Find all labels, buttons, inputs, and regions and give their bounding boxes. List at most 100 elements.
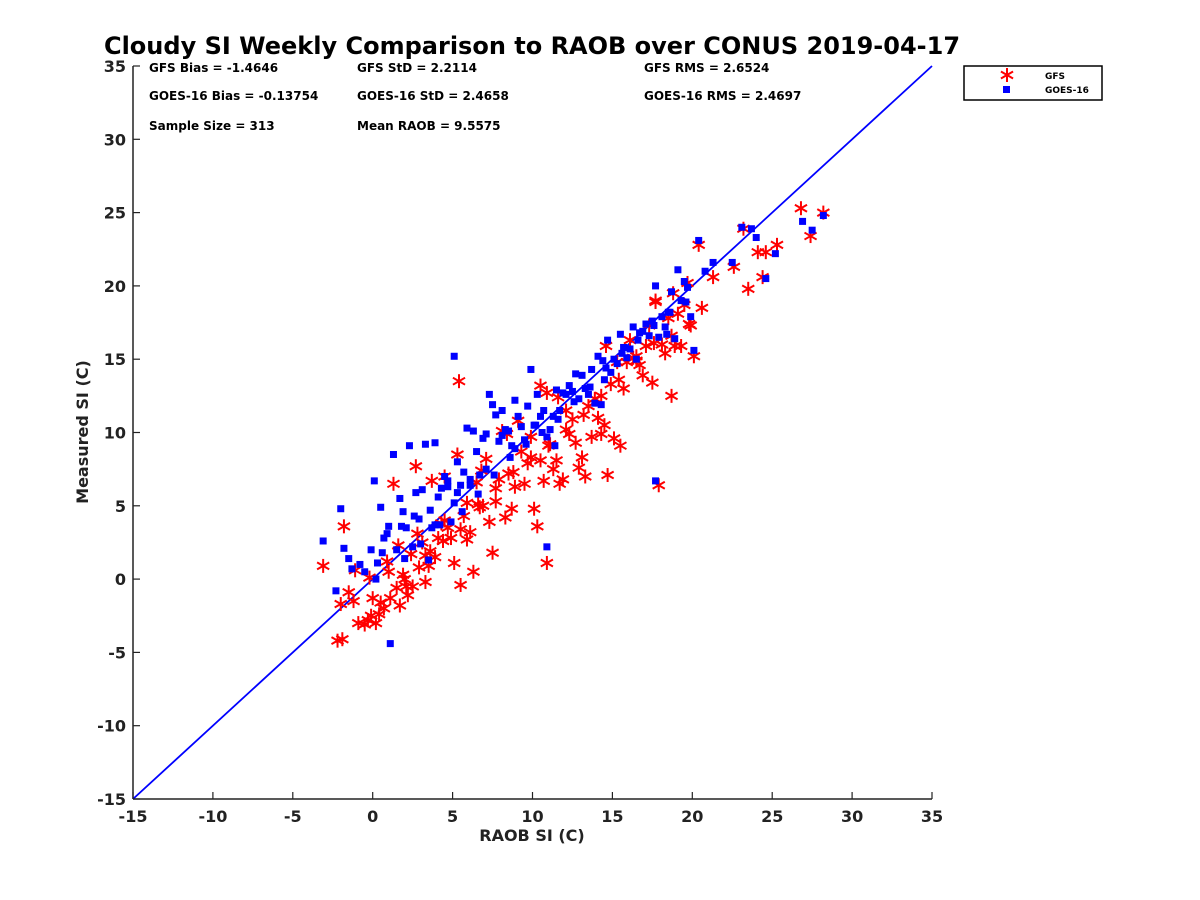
y-tick-label: 15	[104, 350, 126, 369]
goes16-point	[586, 383, 594, 391]
goes16-point	[607, 368, 615, 376]
goes16-point	[522, 440, 530, 448]
goes16-point	[396, 494, 404, 502]
goes16-point	[752, 234, 760, 242]
goes16-point	[393, 546, 401, 554]
goes16-point	[426, 506, 434, 514]
legend-gfs-marker	[1000, 68, 1014, 82]
gfs-point	[399, 579, 413, 594]
goes16-point	[695, 236, 703, 244]
goes16-point	[680, 278, 688, 286]
gfs-point	[559, 422, 573, 437]
goes16-point	[728, 258, 736, 266]
goes16-point	[613, 360, 621, 368]
goes16-point	[453, 458, 461, 466]
goes16-point	[434, 493, 442, 501]
goes16-point	[415, 515, 423, 523]
y-tick-label: -15	[97, 790, 126, 809]
gfs-point	[452, 374, 466, 389]
gfs-point	[647, 336, 661, 351]
goes16-point	[466, 475, 474, 483]
goes16-point	[663, 330, 671, 338]
gfs-point	[505, 501, 519, 516]
gfs-point	[506, 465, 520, 480]
goes16-point	[450, 499, 458, 507]
goes16-point	[378, 549, 386, 557]
goes16-point	[373, 559, 381, 567]
goes16-point	[747, 225, 755, 233]
goes16-point	[655, 333, 663, 341]
gfs-point	[549, 453, 564, 468]
gfs-point	[578, 469, 592, 484]
goes16-point	[485, 390, 493, 398]
goes16-point	[444, 477, 452, 485]
goes16-point	[532, 421, 540, 429]
goes16-point	[410, 512, 418, 520]
goes16-point	[658, 313, 666, 321]
goes16-point	[380, 534, 388, 542]
gfs-point	[425, 473, 439, 488]
legend: GFS GOES-16	[963, 65, 1103, 101]
goes16-point	[610, 355, 618, 363]
goes16-point	[332, 587, 340, 595]
goes16-point	[436, 521, 444, 529]
goes16-point	[600, 376, 608, 384]
gfs-point	[463, 525, 477, 540]
x-ticks: -15 -10 -5 0 5 10 15 20 25 30 35	[119, 792, 943, 826]
goes16-point	[425, 556, 433, 564]
x-tick-label: -15	[119, 807, 148, 826]
goes16-point	[738, 223, 746, 231]
goes16-point	[684, 283, 692, 291]
goes16-point	[666, 308, 674, 316]
gfs-point	[577, 407, 591, 422]
x-tick-label: 10	[521, 807, 543, 826]
goes16-point	[421, 440, 429, 448]
gfs-rms-stat: GFS RMS = 2.6524	[644, 61, 769, 75]
legend-box	[963, 65, 1103, 101]
x-tick-label: 0	[367, 807, 378, 826]
gfs-point	[664, 388, 679, 403]
x-tick-label: 30	[841, 807, 863, 826]
goes16-point	[463, 424, 471, 432]
goes-std-stat: GOES-16 StD = 2.4658	[357, 89, 509, 103]
goes16-point	[348, 565, 356, 573]
goes16-point	[554, 415, 562, 423]
goes16-point	[626, 345, 634, 353]
goes16-point	[562, 390, 570, 398]
one-to-one-reference-line	[132, 65, 933, 800]
y-tick-label: 25	[104, 204, 126, 223]
gfs-point	[648, 293, 663, 308]
goes16-point	[599, 357, 607, 365]
goes16-point	[482, 430, 490, 438]
goes16-point	[437, 484, 445, 492]
x-tick-label: 5	[447, 807, 458, 826]
goes16-point	[634, 336, 642, 344]
goes16-point	[572, 370, 580, 378]
y-ticks: -15 -10 -5 0 5 10 15 20 25 30 35	[97, 57, 140, 809]
goes16-point	[412, 489, 420, 497]
gfs-point	[565, 412, 580, 427]
gfs-point	[498, 510, 512, 525]
goes16-point	[402, 524, 410, 532]
goes16-point	[377, 503, 385, 511]
gfs-point	[447, 555, 461, 570]
goes16-point	[511, 396, 519, 404]
goes16-point	[650, 321, 658, 329]
gfs-point	[418, 575, 432, 590]
gfs-point	[489, 494, 503, 509]
goes16-point	[620, 343, 628, 351]
gfs-point	[524, 450, 538, 465]
gfs-point	[572, 460, 586, 475]
y-tick-label: 5	[115, 497, 126, 516]
goes16-point	[453, 489, 461, 497]
gfs-point	[794, 201, 808, 216]
gfs-point	[556, 472, 570, 487]
goes16-point	[645, 332, 653, 340]
goes16-point	[578, 371, 586, 379]
goes16-series	[319, 212, 827, 648]
gfs-point	[569, 435, 583, 450]
goes16-point	[444, 483, 452, 491]
gfs-point	[454, 577, 468, 592]
